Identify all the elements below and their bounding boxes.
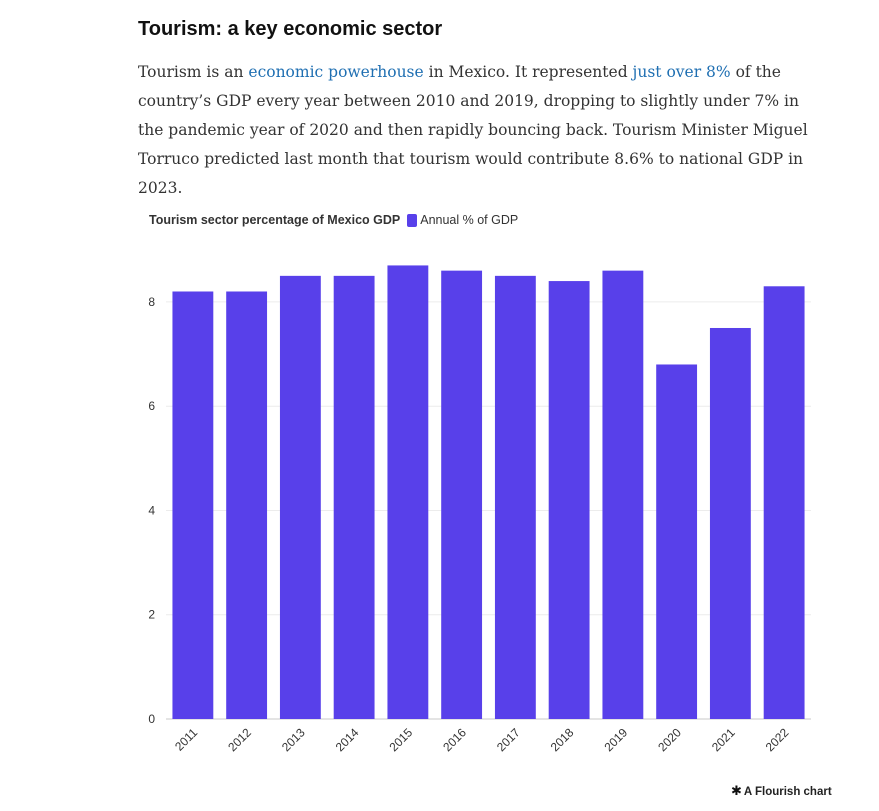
article-headline: Tourism: a key economic sector [138, 18, 443, 40]
x-tick-label: 2017 [494, 725, 523, 754]
bar-2022[interactable] [763, 286, 805, 719]
x-tick-label: 2012 [225, 725, 254, 754]
y-tick-label: 2 [148, 608, 155, 622]
credit-text: A Flourish chart [743, 786, 832, 798]
x-tick-label: 2022 [763, 725, 792, 754]
gridlines [166, 301, 811, 720]
x-tick-label: 2013 [279, 725, 308, 754]
paragraph-text: Tourism is an [138, 63, 249, 81]
article-paragraph: Tourism is an economic powerhouse in Mex… [138, 58, 828, 203]
x-tick-label: 2020 [655, 725, 684, 754]
bar-2013[interactable] [279, 275, 321, 719]
x-axis-ticks: 2011 2012 2013 2014 2015 2016 2017 2018 2019 2020… [172, 725, 792, 754]
just-over-8-percent-link[interactable]: just over 8% [632, 63, 731, 81]
bar-2015[interactable] [387, 265, 429, 719]
x-tick-label: 2015 [386, 725, 415, 754]
chart-header: Tourism sector percentage of Mexico GDP … [149, 210, 518, 230]
bar-2016[interactable] [441, 270, 483, 719]
x-tick-label: 2011 [172, 725, 200, 753]
x-tick-label: 2019 [601, 725, 630, 754]
chart-title: Tourism sector percentage of Mexico GDP [149, 213, 401, 227]
bar-2017[interactable] [494, 275, 536, 719]
bar-2018[interactable] [548, 281, 590, 719]
paragraph-text: in Mexico. It represented [423, 63, 633, 81]
x-tick-label: 2014 [333, 725, 362, 754]
y-tick-label: 4 [148, 503, 155, 517]
legend-swatch[interactable] [407, 213, 418, 227]
bar-2014[interactable] [333, 275, 375, 719]
bars [172, 265, 805, 719]
bar-2011[interactable] [172, 291, 214, 719]
legend-label[interactable]: Annual % of GDP [420, 213, 519, 227]
x-tick-label: 2021 [709, 725, 738, 754]
paragraph-text: of the country’s GDP every year between … [138, 63, 808, 197]
x-tick-label: 2018 [548, 725, 577, 754]
bar-2021[interactable] [709, 327, 751, 719]
y-tick-label: 0 [148, 712, 155, 726]
bar-2019[interactable] [602, 270, 644, 719]
economic-powerhouse-link[interactable]: economic powerhouse [248, 63, 424, 81]
flourish-asterisk-icon: ✱ [731, 784, 742, 799]
y-tick-label: 8 [148, 295, 155, 309]
x-tick-label: 2016 [440, 725, 469, 754]
flourish-credit[interactable]: ✱ A Flourish chart [731, 785, 832, 799]
y-tick-label: 6 [148, 399, 155, 413]
y-axis-ticks: 0 2 4 6 8 [148, 295, 155, 726]
bar-2012[interactable] [226, 291, 268, 719]
bar-2020[interactable] [656, 364, 698, 719]
